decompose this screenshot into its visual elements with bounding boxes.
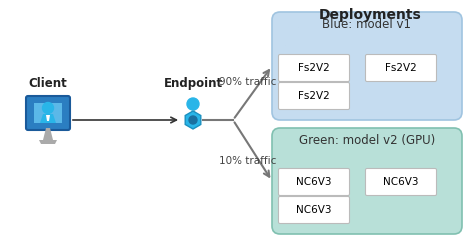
FancyBboxPatch shape <box>272 128 462 234</box>
FancyBboxPatch shape <box>272 12 462 120</box>
Text: Deployments: Deployments <box>318 8 422 22</box>
FancyBboxPatch shape <box>365 55 437 82</box>
Polygon shape <box>46 115 50 121</box>
Text: Fs2V2: Fs2V2 <box>298 63 330 73</box>
FancyBboxPatch shape <box>365 168 437 195</box>
Text: NC6V3: NC6V3 <box>383 177 419 187</box>
Circle shape <box>189 116 197 124</box>
Polygon shape <box>43 128 53 140</box>
Text: 10% traffic: 10% traffic <box>219 156 276 166</box>
Text: Blue: model v1: Blue: model v1 <box>323 18 412 31</box>
FancyBboxPatch shape <box>278 83 349 110</box>
Polygon shape <box>40 114 56 123</box>
Circle shape <box>187 98 199 110</box>
FancyBboxPatch shape <box>278 196 349 223</box>
Text: Endpoint: Endpoint <box>163 77 223 90</box>
FancyBboxPatch shape <box>278 168 349 195</box>
Text: NC6V3: NC6V3 <box>296 177 332 187</box>
Text: Fs2V2: Fs2V2 <box>298 91 330 101</box>
Polygon shape <box>185 111 201 129</box>
Text: Green: model v2 (GPU): Green: model v2 (GPU) <box>299 134 435 147</box>
Polygon shape <box>39 140 57 144</box>
Text: 90% traffic: 90% traffic <box>219 77 276 87</box>
FancyBboxPatch shape <box>34 103 62 123</box>
Text: Fs2V2: Fs2V2 <box>385 63 417 73</box>
FancyBboxPatch shape <box>278 55 349 82</box>
Text: NC6V3: NC6V3 <box>296 205 332 215</box>
FancyBboxPatch shape <box>26 96 70 130</box>
Circle shape <box>42 102 54 114</box>
Text: Client: Client <box>29 77 67 90</box>
